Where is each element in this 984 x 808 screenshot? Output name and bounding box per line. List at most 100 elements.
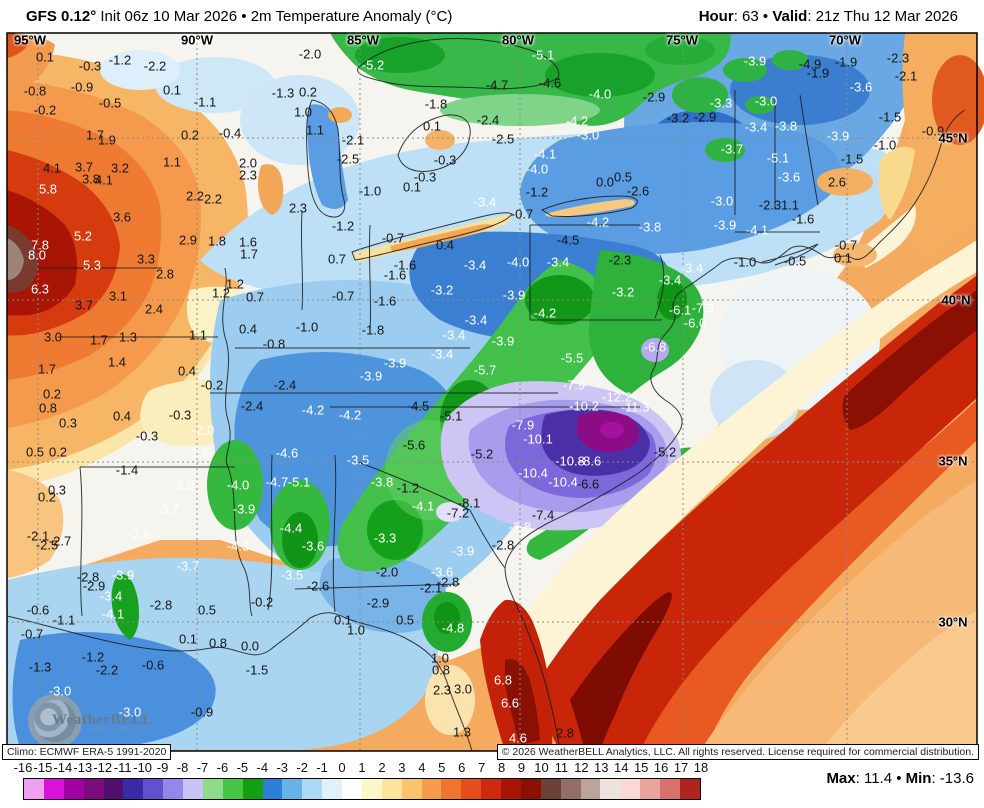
colorbar-tick: -9 (156, 760, 169, 775)
colorbar-tick: -2 (296, 760, 308, 775)
state-borders (6, 37, 966, 752)
colorbar-tick: 4 (418, 760, 426, 775)
colorbar-cell (481, 779, 501, 799)
colorbar-tick: -6 (216, 760, 229, 775)
colorbar-tick: -13 (73, 760, 93, 775)
watermark-sub: ANALYTICS LLC (88, 728, 147, 734)
colorbar-tick: -8 (176, 760, 189, 775)
separator: • (892, 770, 906, 787)
colorbar-cell (540, 779, 561, 799)
max-label: Max (826, 770, 856, 787)
colorbar-tick: -4 (256, 760, 269, 775)
colorbar-cell (361, 779, 382, 799)
colorbar-tick: 1 (358, 760, 366, 775)
weatherbell-watermark: WeatherBELL ANALYTICS LLC (18, 692, 218, 754)
colorbar-tick: -5 (236, 760, 249, 775)
colorbar-cell (183, 779, 203, 799)
valid-label: Valid (772, 7, 808, 25)
colorbar-tick: 10 (534, 760, 549, 775)
hour-label: Hour (698, 7, 734, 25)
colorbar-tick: 12 (574, 760, 589, 775)
temperature-field (7, 33, 984, 751)
colorbar-cell (342, 779, 362, 799)
colorbar-cell (401, 779, 422, 799)
colorbar-tick: -7 (196, 760, 209, 775)
colorbar-cell (242, 779, 263, 799)
colorbar-cell (600, 779, 621, 799)
colorbar-tick: 17 (673, 760, 689, 775)
colorbar-tick: -16 (13, 760, 33, 775)
temperature-field-svg (6, 32, 984, 752)
colorbar-tick: 14 (614, 760, 629, 775)
colorbar-tick: 5 (438, 760, 446, 775)
colorbar-cell (501, 779, 521, 799)
colorbar-tick: 9 (517, 760, 526, 775)
min-label: Min (905, 770, 932, 787)
header-right: Hour: 63 • Valid: 21z Thu 12 Mar 2026 (699, 8, 958, 25)
colorbar-tick: 7 (478, 760, 486, 775)
weatherbell-logo-icon (28, 694, 82, 748)
colorbar-cell (43, 779, 64, 799)
colorbar-cell (24, 779, 44, 799)
copyright-note: © 2026 WeatherBELL Analytics, LLC. All r… (496, 744, 979, 760)
climo-note: Climo: ECMWF ERA-5 1991-2020 (2, 744, 172, 760)
colorbar-cell (163, 779, 183, 799)
colorbar-cell (560, 779, 581, 799)
colorbar-cell (222, 779, 243, 799)
colorbar-cell (302, 779, 323, 799)
colorbar-cell (202, 779, 223, 799)
watermark-name: WeatherBELL (52, 712, 153, 728)
min-value: : -13.6 (931, 770, 974, 787)
colorbar-tick: 11 (554, 760, 569, 775)
max-value: : 11.4 (855, 770, 893, 787)
colorbar-cell (103, 779, 124, 799)
colorbar-cell (143, 779, 164, 799)
colorbar-ticks: -16 -15 -14 -13 -12 -11 -10 -9 -8 -7 -6 -5 -4 -3 -2 -1 0… (0, 760, 984, 775)
colorbar-cell (679, 779, 700, 799)
colorbar-tick: -15 (33, 760, 53, 775)
colorbar-cell (580, 779, 601, 799)
model-name: GFS 0.12° (26, 7, 97, 25)
colorbar-cell (381, 779, 402, 799)
colorbar-tick: -12 (93, 760, 113, 775)
colorbar-cell (322, 779, 342, 799)
colorbar-tick: -11 (113, 760, 132, 775)
colorbar-tick: -10 (133, 760, 153, 775)
colorbar-cell (83, 779, 104, 799)
valid-value: : 21z Thu 12 Mar 2026 (807, 7, 958, 25)
colorbar-tick: 8 (497, 760, 506, 775)
header: GFS 0.12° Init 06z 10 Mar 2026 • 2m Temp… (0, 0, 984, 32)
separator: • (758, 7, 773, 25)
init-info: Init 06z 10 Mar 2026 • 2m Temperature An… (96, 7, 453, 25)
colorbar-tick: 18 (693, 760, 709, 775)
colorbar-tick: 15 (633, 760, 649, 775)
colorbar-tick: -14 (53, 760, 73, 775)
map-frame (6, 32, 978, 752)
map-canvas: WeatherBELL ANALYTICS LLC 0.1 -0.3 -1.2 -2.… (0, 32, 984, 760)
colorbar-tick: 0 (338, 760, 346, 775)
colorbar-cell (63, 779, 84, 799)
colorbar-tick: -3 (276, 760, 289, 775)
colorbar-tick: 6 (458, 760, 466, 775)
colorbar-cell (520, 779, 541, 799)
colorbar-tick: 16 (653, 760, 669, 775)
colorbar-cell (461, 779, 482, 799)
colorbar-cell (441, 779, 462, 799)
colorbar-cell (660, 779, 680, 799)
colorbar-tick: -1 (316, 760, 328, 775)
colorbar-tick: 3 (398, 760, 406, 775)
colorbar-cell (421, 779, 442, 799)
colorbar-tick: 13 (594, 760, 609, 775)
hour-value: : 63 (733, 7, 759, 25)
colorbar (23, 778, 701, 800)
colorbar-cell (262, 779, 283, 799)
colorbar-cell (282, 779, 303, 799)
colorbar-cell (640, 779, 660, 799)
colorbar-cell (620, 779, 641, 799)
colorbar-cell (123, 779, 144, 799)
gridlines (7, 33, 977, 751)
colorbar-tick: 2 (378, 760, 386, 775)
header-left: GFS 0.12° Init 06z 10 Mar 2026 • 2m Temp… (26, 8, 452, 25)
max-min-readout: Max: 11.4 • Min: -13.6 (826, 770, 974, 787)
